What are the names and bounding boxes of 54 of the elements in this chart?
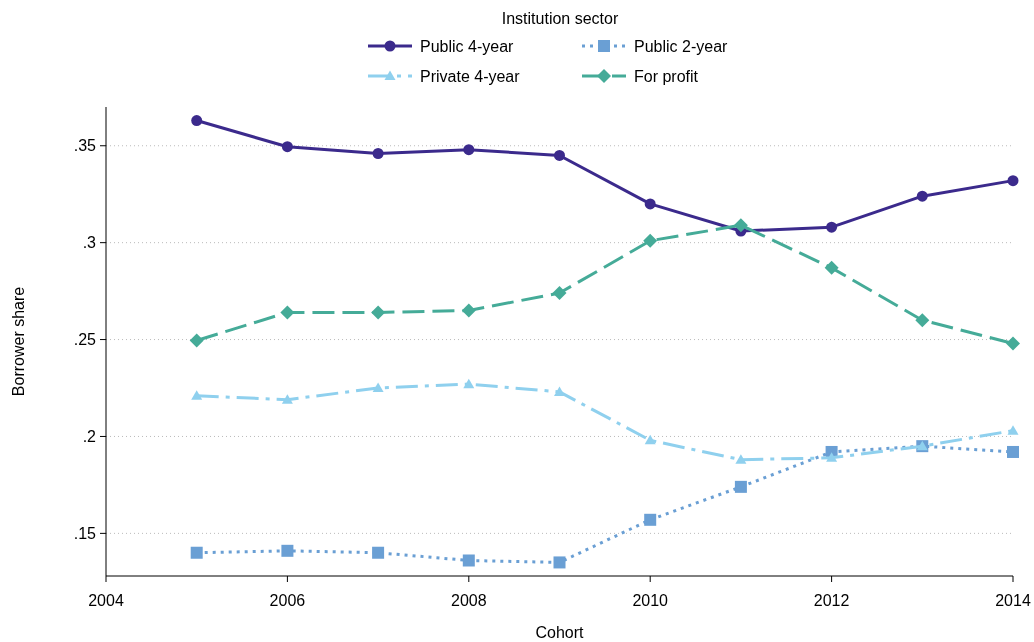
point [643, 233, 658, 248]
x-tick-label: 2008 [451, 592, 487, 609]
legend-label: Private 4-year [420, 67, 521, 85]
point [280, 305, 295, 320]
point [371, 305, 386, 320]
point [1007, 175, 1019, 187]
point [554, 386, 565, 396]
point [734, 480, 747, 493]
x-tick-label: 2004 [88, 592, 124, 609]
x-tick-label: 2014 [995, 592, 1031, 609]
point [553, 556, 566, 569]
y-axis-title: Borrower share [10, 286, 27, 397]
point [281, 544, 294, 557]
point [552, 286, 567, 301]
point [826, 452, 838, 462]
legend-label: For profit [634, 67, 699, 85]
x-axis-title: Cohort [535, 624, 585, 641]
point [1007, 425, 1019, 435]
point [644, 434, 656, 445]
point [554, 149, 565, 161]
point [372, 382, 384, 393]
y-tick-label: .15 [73, 524, 97, 542]
legend-title: Institution sector [501, 10, 619, 27]
point [461, 303, 476, 318]
point [190, 546, 203, 559]
point [733, 218, 748, 233]
point [281, 394, 293, 404]
point [191, 390, 203, 400]
legend-label: Public 2-year [634, 37, 729, 55]
point [463, 144, 475, 156]
x-tick-label: 2010 [632, 592, 669, 609]
y-tick-label: .3 [82, 234, 97, 252]
point [372, 148, 384, 160]
point [462, 554, 475, 567]
point [826, 221, 838, 233]
point [644, 198, 656, 210]
point [735, 454, 747, 464]
point [463, 378, 475, 389]
point [191, 115, 203, 127]
point [915, 313, 930, 328]
point [1007, 445, 1019, 458]
x-tick-label: 2006 [269, 592, 306, 609]
point [189, 333, 204, 348]
y-tick-label: .25 [73, 331, 97, 349]
point [372, 546, 385, 559]
y-tick-label: .35 [73, 137, 97, 155]
point [1006, 336, 1020, 351]
legend-label: Public 4-year [420, 37, 515, 55]
y-tick-label: .2 [82, 428, 97, 446]
point [281, 141, 293, 153]
point [916, 190, 928, 202]
point [644, 513, 657, 526]
point [824, 260, 839, 275]
x-tick-label: 2012 [813, 592, 850, 609]
